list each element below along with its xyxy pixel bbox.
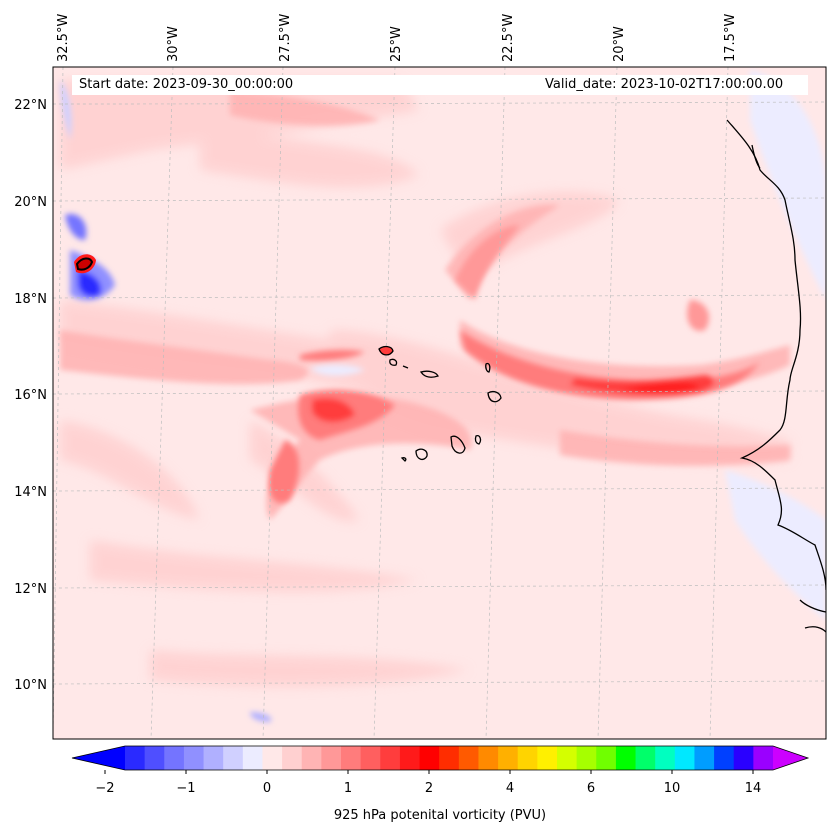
- colorbar-segment: [576, 746, 597, 770]
- colorbar-segment: [537, 746, 558, 770]
- cape-verde-islands: [378, 345, 502, 462]
- colorbar-segment: [596, 746, 617, 770]
- colorbar-tick-label: −1: [176, 781, 195, 796]
- lat-label: 16°N: [14, 388, 47, 403]
- colorbar-segment: [203, 746, 224, 770]
- colorbar-label: 925 hPa potenital vorticity (PVU): [333, 808, 547, 823]
- latitude-labels: 22°N 20°N 18°N 16°N 14°N 12°N 10°N: [14, 98, 47, 693]
- colorbar-segment: [655, 746, 676, 770]
- lon-label: 27.5°W: [278, 14, 293, 62]
- lon-label: 32.5°W: [56, 14, 71, 62]
- colorbar-segment: [282, 746, 303, 770]
- colorbar-segment: [674, 746, 695, 770]
- colorbar-tick-label: −2: [95, 781, 114, 796]
- colorbar-segment: [242, 746, 263, 770]
- map-frame: [52, 66, 827, 740]
- lon-label: 25°W: [389, 26, 404, 62]
- colorbar-segment: [635, 746, 656, 770]
- colorbar-segment: [223, 746, 244, 770]
- colorbar-segment: [144, 746, 165, 770]
- colorbar-segment: [753, 746, 774, 770]
- colorbar-tick-label: 10: [664, 781, 681, 796]
- colorbar-ticks: −2 −1 0 1 2 4 6 10 14: [95, 781, 761, 796]
- colorbar-segment: [458, 746, 479, 770]
- colorbar-segment: [714, 746, 735, 770]
- lon-label: 22.5°W: [501, 14, 516, 62]
- colorbar: [71, 745, 810, 774]
- colorbar-segment: [360, 746, 381, 770]
- lon-label: 20°W: [612, 26, 627, 62]
- colorbar-segment: [478, 746, 499, 770]
- lat-label: 14°N: [14, 485, 47, 500]
- colorbar-extend-min: [72, 746, 125, 770]
- valid-date-label: Valid_date: 2023-10-02T17:00:00.00: [540, 75, 808, 95]
- colorbar-segment: [262, 746, 283, 770]
- colorbar-tick-label: 0: [263, 781, 271, 796]
- colorbar-segment: [125, 746, 146, 770]
- pv-field: [53, 67, 826, 739]
- colorbar-segment: [321, 746, 342, 770]
- lon-label: 17.5°W: [723, 14, 738, 62]
- graticule: [53, 67, 826, 739]
- colorbar-tick-label: 14: [745, 781, 762, 796]
- colorbar-segment: [694, 746, 715, 770]
- lat-label: 20°N: [14, 195, 47, 210]
- colorbar-segment: [557, 746, 578, 770]
- lon-label: 30°W: [166, 26, 181, 62]
- colorbar-segment: [733, 746, 754, 770]
- colorbar-extend-max: [773, 746, 808, 770]
- colorbar-segment: [380, 746, 401, 770]
- colorbar-tick-label: 4: [506, 781, 514, 796]
- colorbar-segment: [517, 746, 538, 770]
- lat-label: 18°N: [14, 292, 47, 307]
- colorbar-segment: [615, 746, 637, 770]
- colorbar-segment: [183, 746, 205, 770]
- start-date-label: Start date: 2023-09-30_00:00:00: [72, 75, 542, 95]
- coastline: [726, 119, 826, 633]
- colorbar-segment: [419, 746, 440, 770]
- colorbar-segment: [399, 746, 421, 770]
- colorbar-segment: [439, 746, 460, 770]
- longitude-labels: 32.5°W 30°W 27.5°W 25°W 22.5°W 20°W 17.5…: [56, 14, 738, 62]
- colorbar-tick-label: 2: [425, 781, 433, 796]
- colorbar-segment: [164, 746, 185, 770]
- colorbar-segment: [301, 746, 322, 770]
- colorbar-outline: [71, 745, 810, 771]
- lat-label: 12°N: [14, 582, 47, 597]
- colorbar-segment: [498, 746, 519, 770]
- colorbar-tick-label: 6: [587, 781, 595, 796]
- colorbar-tick-label: 1: [344, 781, 352, 796]
- lat-label: 22°N: [14, 98, 47, 113]
- lat-label: 10°N: [14, 678, 47, 693]
- colorbar-segment: [341, 746, 362, 770]
